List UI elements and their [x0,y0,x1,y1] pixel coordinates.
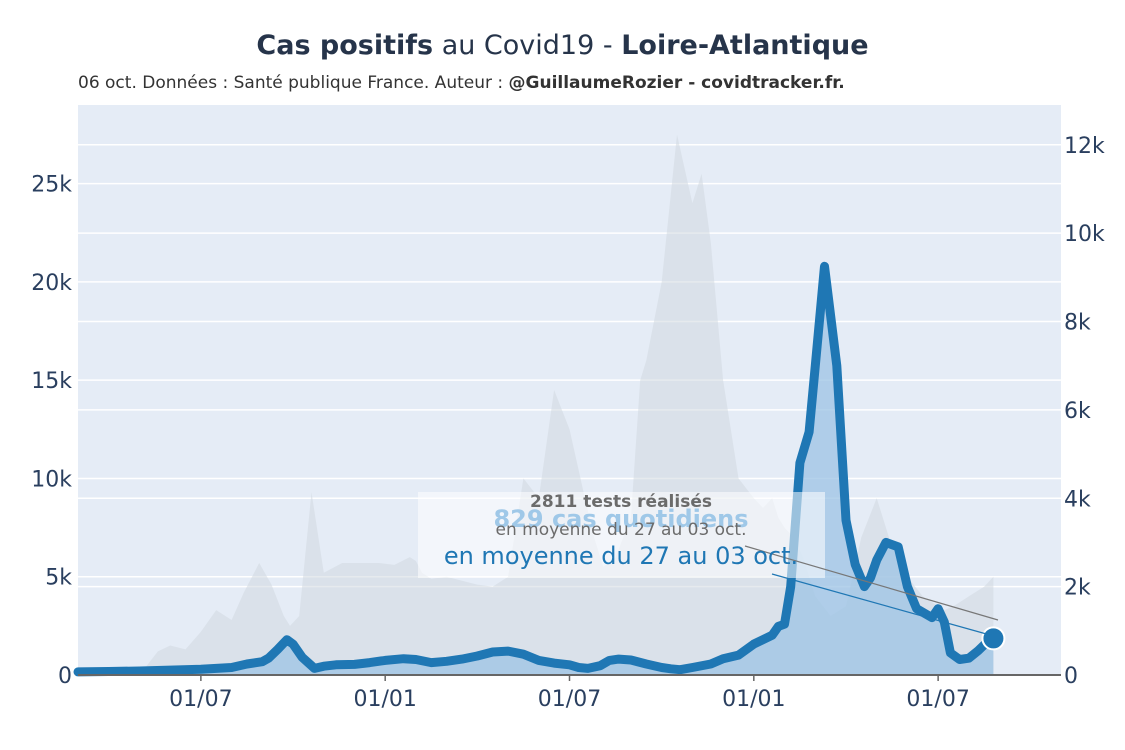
x-tick-label: 01/07 [538,687,601,712]
cases-series [73,261,1006,677]
annotation-cases-arrow [771,573,991,636]
cases-area [78,266,994,675]
annotation-tests-arrow [744,545,999,621]
left-axis-ticks: 0 5k 10k 15k 20k 25k [31,173,72,689]
x-tick-label: 01/07 [906,687,969,712]
chart-subtitle: 06 oct. Données : Santé publique France.… [78,73,845,93]
left-tick-label: 25k [31,173,72,198]
left-tick-label: 0 [58,664,72,689]
x-axis-ticks: 01/07 01/01 01/07 01/01 01/07 [169,675,970,712]
left-tick-label: 10k [31,467,72,492]
annotation-cases-title: 829 cas quotidiens [493,505,748,533]
cases-last-point [981,626,1006,651]
left-tick-label: 20k [31,271,72,296]
left-tick-label: 15k [31,369,72,394]
subtitle-source: 06 oct. Données : Santé publique France.… [78,73,509,93]
right-tick-label: 4k [1064,487,1091,512]
title-bold-cases: Cas positifs [256,30,434,61]
cases-line [73,261,998,677]
right-tick-label: 6k [1064,399,1091,424]
annotation-tests-subtitle: en moyenne du 27 au 03 oct. [496,520,747,540]
right-tick-label: 8k [1064,311,1091,336]
right-tick-label: 2k [1064,576,1091,601]
chart-title: Cas positifs au Covid19 - Loire-Atlantiq… [0,30,1125,61]
title-bold-region: Loire-Atlantique [621,30,869,61]
right-tick-label: 12k [1064,134,1105,159]
x-tick-label: 01/07 [169,687,232,712]
subtitle-author: @GuillaumeRozier - covidtracker.fr. [508,73,845,93]
annotation-cases-subtitle: en moyenne du 27 au 03 oct. [444,542,798,570]
title-mid: au Covid19 - [433,30,622,61]
right-axis-ticks: 0 2k 4k 6k 8k 10k 12k [1064,134,1105,689]
annotation-tests-title: 2811 tests réalisés [530,492,712,512]
right-tick-label: 10k [1064,222,1105,247]
right-tick-label: 0 [1064,664,1078,689]
x-tick-label: 01/01 [353,687,416,712]
x-tick-label: 01/01 [722,687,785,712]
left-tick-label: 5k [45,566,72,591]
annotation-backdrop [418,492,825,578]
